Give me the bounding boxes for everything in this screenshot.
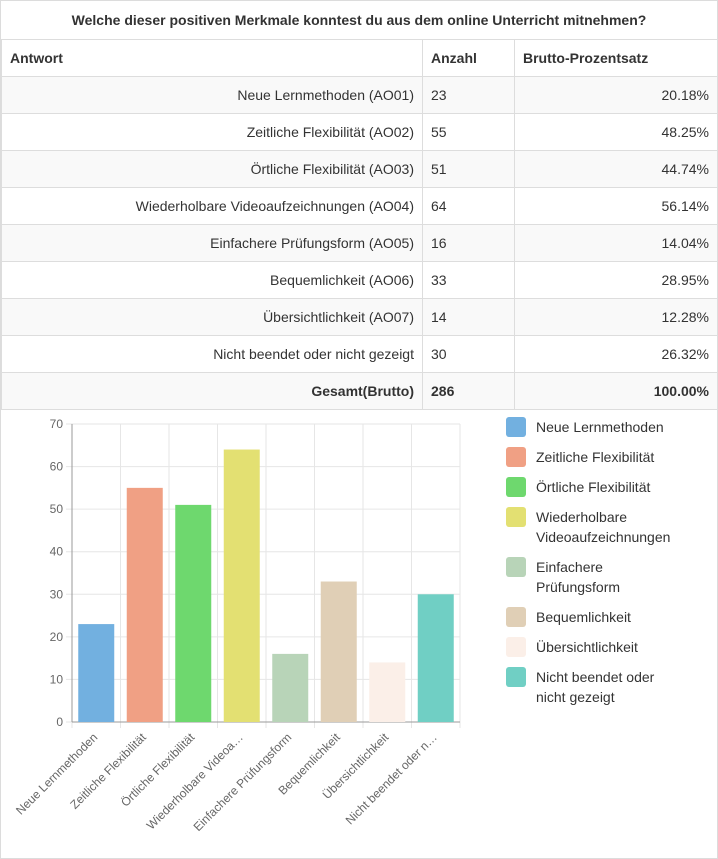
legend-swatch (506, 447, 526, 467)
legend-label: Örtliche Flexibilität (536, 479, 651, 495)
bar (175, 504, 212, 722)
table-row: Nicht beendet oder nicht gezeigt 30 26.32% (1, 335, 718, 373)
legend-swatch (506, 557, 526, 577)
answer-cell: Zeitliche Flexibilität (AO02) (1, 113, 423, 151)
table-row: Bequemlichkeit (AO06) 33 28.95% (1, 261, 718, 299)
percent-cell: 12.28% (514, 298, 718, 336)
percent-cell: 44.74% (514, 150, 718, 188)
table-header-row: Antwort Anzahl Brutto-Prozentsatz (1, 39, 718, 77)
total-label: Gesamt(Brutto) (1, 372, 423, 410)
results-table: Antwort Anzahl Brutto-Prozentsatz Neue L… (1, 39, 718, 410)
legend-swatch (506, 507, 526, 527)
percent-cell: 20.18% (514, 76, 718, 114)
count-cell: 16 (422, 224, 515, 262)
answer-cell: Bequemlichkeit (AO06) (1, 261, 423, 299)
count-cell: 51 (422, 150, 515, 188)
legend-item[interactable]: Nicht beendet oder nicht gezeigt (506, 667, 711, 707)
legend-swatch (506, 607, 526, 627)
bar (320, 581, 357, 722)
bar (417, 594, 454, 722)
table-row: Einfachere Prüfungsform (AO05) 16 14.04% (1, 224, 718, 262)
table-row: Übersichtlichkeit (AO07) 14 12.28% (1, 298, 718, 336)
percent-cell: 56.14% (514, 187, 718, 225)
legend-item[interactable]: Bequemlichkeit (506, 607, 711, 627)
legend-item[interactable]: Einfachere Prüfungsform (506, 557, 711, 597)
table-row: Zeitliche Flexibilität (AO02) 55 48.25% (1, 113, 718, 151)
legend-label: Übersichtlichkeit (536, 639, 638, 655)
table-row: Örtliche Flexibilität (AO03) 51 44.74% (1, 150, 718, 188)
chart-legend: Neue Lernmethoden Zeitliche Flexibilität Ö… (506, 417, 711, 717)
bar (78, 624, 115, 722)
legend-swatch (506, 477, 526, 497)
total-row: Gesamt(Brutto) 286 100.00% (1, 372, 718, 410)
count-cell: 64 (422, 187, 515, 225)
header-count: Anzahl (422, 39, 515, 77)
answer-cell: Nicht beendet oder nicht gezeigt (1, 335, 423, 373)
y-tick-label: 50 (50, 502, 64, 516)
answer-cell: Einfachere Prüfungsform (AO05) (1, 224, 423, 262)
legend-item[interactable]: Zeitliche Flexibilität (506, 447, 711, 467)
count-cell: 30 (422, 335, 515, 373)
question-title: Welche dieser positiven Merkmale konntes… (71, 12, 647, 28)
legend-swatch (506, 667, 526, 687)
y-tick-label: 60 (50, 460, 64, 474)
bar (272, 653, 309, 722)
legend-swatch (506, 417, 526, 437)
x-tick-label: Nicht beendet oder n… (343, 730, 440, 827)
answer-cell: Übersichtlichkeit (AO07) (1, 298, 423, 336)
header-percent: Brutto-Prozentsatz (514, 39, 718, 77)
y-tick-label: 30 (50, 587, 64, 601)
bar (369, 662, 406, 722)
count-cell: 33 (422, 261, 515, 299)
y-tick-label: 20 (50, 630, 64, 644)
legend-item[interactable]: Wiederholbare Videoaufzeichnungen (506, 507, 711, 547)
legend-item[interactable]: Neue Lernmethoden (506, 417, 711, 437)
x-tick-label: Wiederholbare Videoa… (144, 730, 246, 832)
x-tick-label: Einfachere Prüfungsform (191, 730, 295, 834)
legend-item[interactable]: Übersichtlichkeit (506, 637, 711, 657)
y-tick-label: 10 (50, 672, 64, 686)
table-row: Wiederholbare Videoaufzeichnungen (AO04)… (1, 187, 718, 225)
legend-label: Nicht beendet oder nicht gezeigt (536, 669, 655, 705)
y-tick-label: 70 (50, 417, 64, 431)
bar (126, 487, 163, 722)
table-row: Neue Lernmethoden (AO01) 23 20.18% (1, 76, 718, 114)
legend-label: Einfachere Prüfungsform (536, 559, 621, 595)
y-tick-label: 0 (56, 715, 63, 729)
percent-cell: 14.04% (514, 224, 718, 262)
y-tick-label: 40 (50, 545, 64, 559)
count-cell: 55 (422, 113, 515, 151)
total-count: 286 (422, 372, 515, 410)
percent-cell: 26.32% (514, 335, 718, 373)
answer-cell: Wiederholbare Videoaufzeichnungen (AO04) (1, 187, 423, 225)
count-cell: 23 (422, 76, 515, 114)
bar (223, 449, 260, 722)
legend-label: Neue Lernmethoden (536, 419, 664, 435)
legend-label: Zeitliche Flexibilität (536, 449, 655, 465)
answer-cell: Örtliche Flexibilität (AO03) (1, 150, 423, 188)
legend-label: Wiederholbare Videoaufzeichnungen (536, 509, 671, 545)
percent-cell: 28.95% (514, 261, 718, 299)
legend-swatch (506, 637, 526, 657)
percent-cell: 48.25% (514, 113, 718, 151)
header-answer: Antwort (1, 39, 423, 77)
count-cell: 14 (422, 298, 515, 336)
legend-item[interactable]: Örtliche Flexibilität (506, 477, 711, 497)
total-percent: 100.00% (514, 372, 718, 410)
legend-label: Bequemlichkeit (536, 609, 631, 625)
answer-cell: Neue Lernmethoden (AO01) (1, 76, 423, 114)
x-tick-label: Neue Lernmethoden (13, 730, 100, 817)
